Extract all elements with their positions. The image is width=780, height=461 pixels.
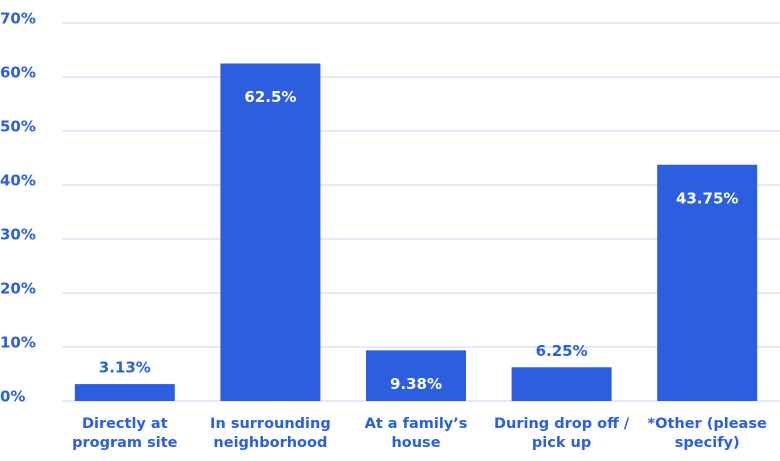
bar	[220, 63, 321, 401]
value-label: 9.38%	[390, 375, 442, 393]
y-tick-label: 70%	[0, 10, 36, 28]
y-tick-label: 60%	[0, 64, 36, 82]
x-tick-label: In surrounding neighborhood	[210, 416, 331, 451]
x-tick-label: Directly at program site	[72, 416, 178, 451]
y-tick-label: 30%	[0, 226, 36, 244]
value-label: 62.5%	[244, 88, 296, 106]
value-label: 6.25%	[536, 342, 588, 360]
bar	[366, 350, 466, 401]
y-tick-label: 40%	[0, 172, 36, 190]
x-tick-label: During drop off / pick up	[493, 416, 630, 451]
bar	[657, 164, 758, 401]
x-tick-label: *Other (please specify)	[647, 416, 767, 451]
bar	[511, 367, 612, 401]
x-tick-label: At a family’s house	[364, 416, 468, 451]
value-label: 3.13%	[99, 359, 151, 377]
y-tick-label: 20%	[0, 280, 36, 298]
y-tick-label: 10%	[0, 334, 36, 352]
y-tick-label: 50%	[0, 118, 36, 136]
bar	[74, 384, 175, 401]
value-label: 43.75%	[676, 189, 738, 207]
y-tick-label: 0%	[0, 388, 25, 406]
